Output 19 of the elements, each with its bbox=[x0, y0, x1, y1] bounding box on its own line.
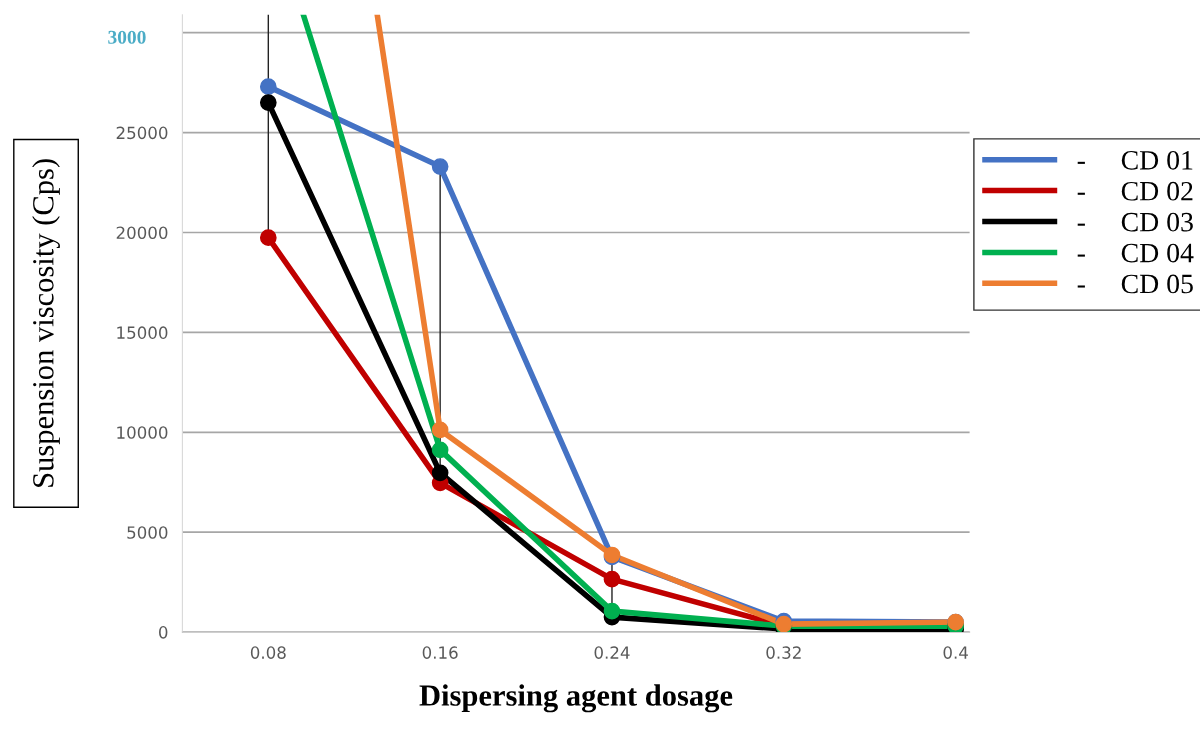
x-tick-label: 0.4 bbox=[943, 646, 968, 659]
y-axis-title: Suspension viscosity (Cps) bbox=[32, 159, 60, 487]
y-tick-label: 10000 bbox=[117, 426, 168, 439]
y-tick-label: 20000 bbox=[116, 226, 168, 240]
y-tick-label: 15000 bbox=[117, 326, 168, 339]
legend-label: - CD 04 bbox=[1077, 243, 1194, 263]
x-axis-title: Dispersing agent dosage bbox=[419, 684, 733, 713]
x-tick-label: 0.24 bbox=[594, 646, 630, 659]
x-tick-label: 0.32 bbox=[766, 646, 801, 659]
x-tick-label: 0.16 bbox=[422, 646, 458, 659]
y-tick-label: 0 bbox=[159, 626, 168, 639]
legend-label: - CD 02 bbox=[1077, 181, 1193, 201]
text: 3000 bbox=[108, 30, 146, 44]
x-tick-label: 0.08 bbox=[250, 646, 286, 659]
legend-label: - CD 03 bbox=[1077, 212, 1193, 232]
legend-label: - CD 01 bbox=[1077, 150, 1193, 170]
y-tick-label: 5000 bbox=[127, 526, 168, 539]
legend-label: - CD 05 bbox=[1077, 274, 1193, 294]
y-tick-label: 25000 bbox=[116, 126, 168, 140]
